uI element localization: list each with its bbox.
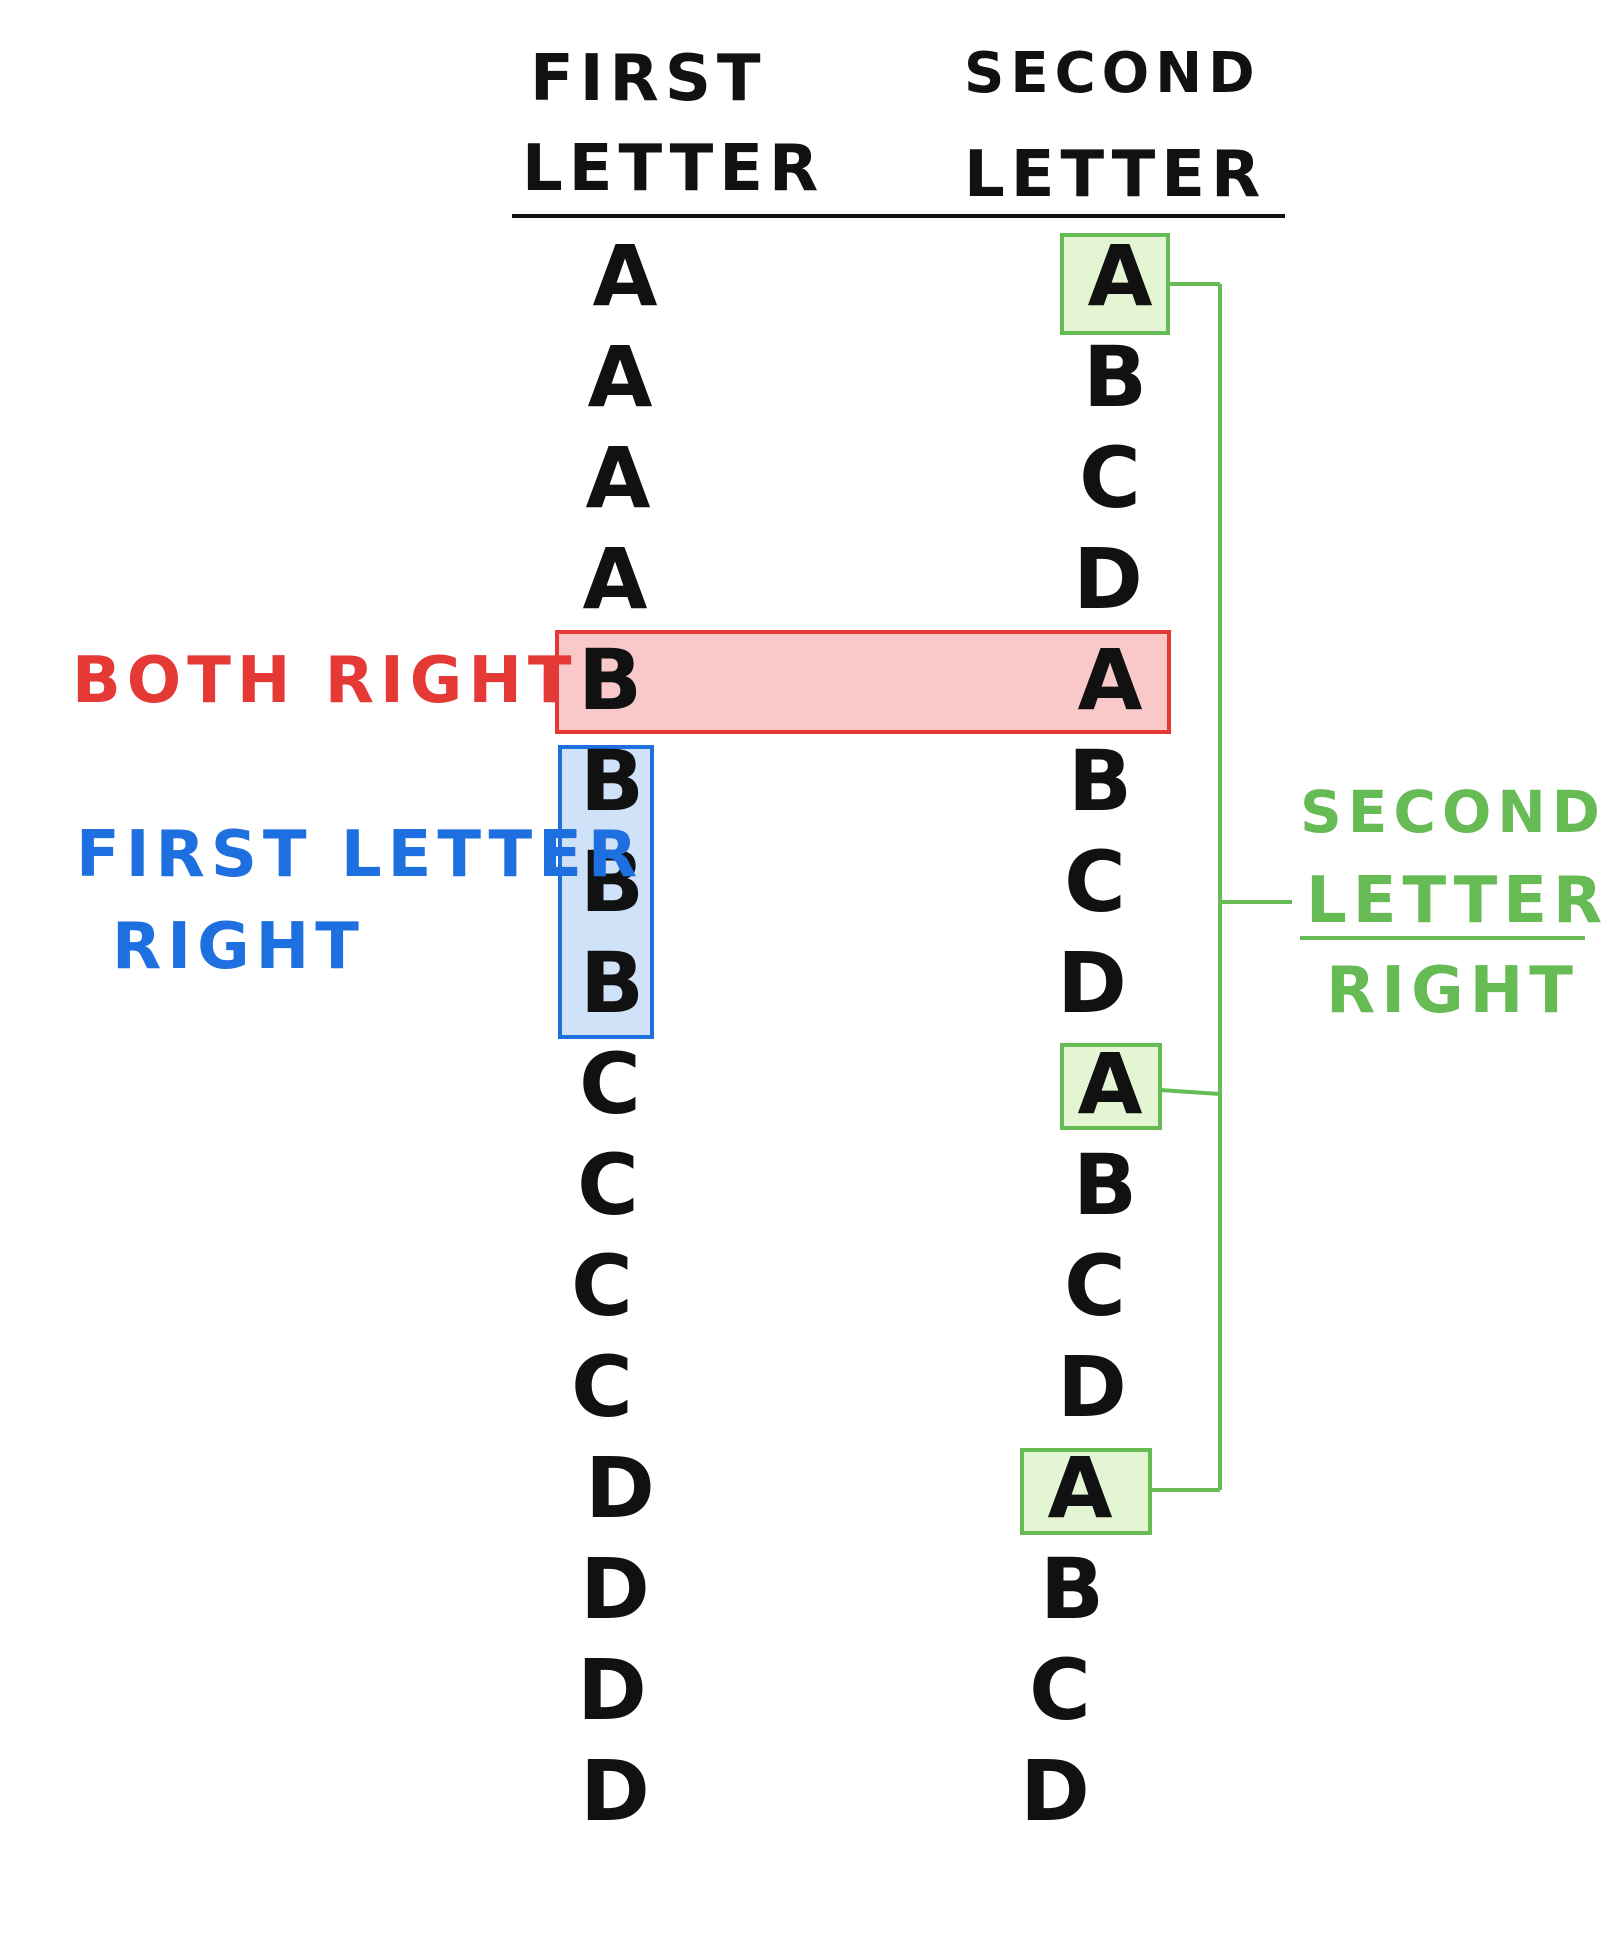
first-letter-right-box	[558, 745, 654, 1039]
second-letter-cell: C	[1079, 429, 1141, 527]
first-letter-header-line-2: LETTER	[522, 132, 824, 206]
first-letter-right-label-line-2: RIGHT	[112, 910, 365, 984]
second-letter-right-box-3	[1020, 1448, 1152, 1535]
second-letter-cell: B	[1083, 328, 1147, 426]
second-letter-header-line-1: SECOND	[964, 41, 1261, 106]
first-letter-cell: A	[585, 429, 650, 527]
second-letter-cell: D	[1020, 1742, 1090, 1840]
both-right-label: BOTH RIGHT	[72, 644, 578, 718]
first-letter-header-line-1: FIRST	[530, 42, 767, 116]
first-letter-cell: D	[585, 1439, 655, 1537]
first-letter-right-label-line-1: FIRST LETTER	[76, 818, 643, 892]
second-letter-cell: B	[1073, 1136, 1137, 1234]
second-letter-cell: A	[1077, 631, 1142, 729]
both-right-box	[555, 630, 1171, 734]
first-letter-cell: B	[580, 732, 644, 830]
second-letter-cell: C	[1064, 833, 1126, 931]
first-letter-cell: C	[571, 1237, 633, 1335]
second-letter-cell: D	[1057, 1338, 1127, 1436]
second-letter-right-box-1	[1060, 233, 1170, 335]
first-letter-cell: D	[580, 1742, 650, 1840]
letter-rows: A AA BA CA DB AB BB CB DC AC BC CC DD AD BD CD D	[571, 227, 1152, 1840]
second-letter-cell: B	[1068, 732, 1132, 830]
second-letter-cell: A	[1087, 227, 1152, 325]
first-letter-cell: C	[571, 1338, 633, 1436]
second-letter-header-line-2: LETTER	[964, 138, 1266, 212]
first-letter-cell: A	[587, 328, 652, 426]
second-letter-right-box-2	[1060, 1043, 1162, 1130]
first-letter-cell: C	[577, 1136, 639, 1234]
first-letter-cell: A	[592, 227, 657, 325]
second-letter-right-label-line-2: LETTER	[1306, 864, 1608, 938]
first-letter-cell: D	[577, 1641, 647, 1739]
second-letter-cell: B	[1040, 1540, 1104, 1638]
first-letter-cell: B	[578, 631, 642, 729]
second-letter-right-label-line-1: SECOND	[1300, 778, 1606, 846]
first-letter-cell: B	[580, 833, 644, 931]
second-letter-right-label-line-3: RIGHT	[1326, 954, 1579, 1028]
first-letter-cell: A	[582, 530, 647, 628]
first-letter-cell: C	[579, 1035, 641, 1133]
second-letter-right-connector-2	[1159, 1088, 1221, 1096]
first-letter-cell: B	[580, 934, 644, 1032]
first-letter-cell: D	[580, 1540, 650, 1638]
second-letter-cell: D	[1057, 934, 1127, 1032]
second-letter-cell: A	[1077, 1035, 1142, 1133]
second-letter-cell: C	[1029, 1641, 1091, 1739]
second-letter-cell: D	[1073, 530, 1143, 628]
second-letter-cell: C	[1064, 1237, 1126, 1335]
second-letter-cell: A	[1047, 1439, 1112, 1537]
